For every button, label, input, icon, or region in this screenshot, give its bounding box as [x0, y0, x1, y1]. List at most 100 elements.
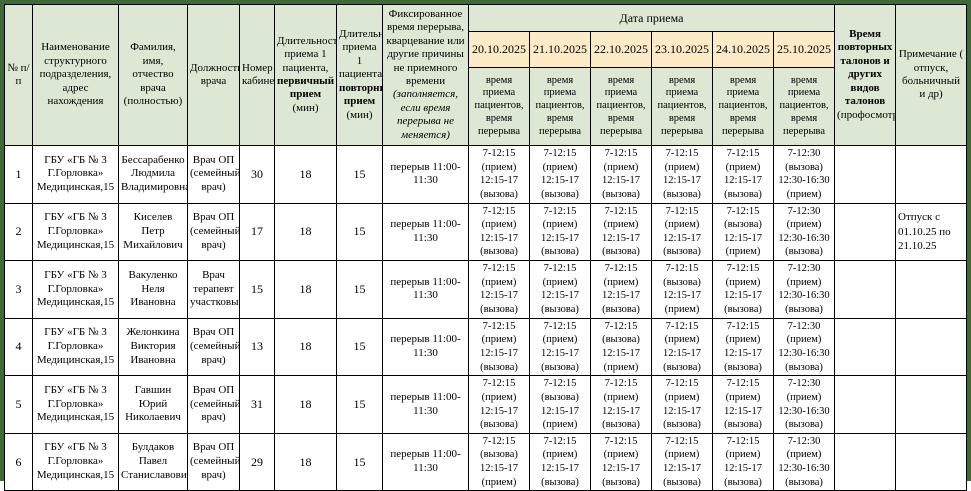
- table-header: № п/п Наименование структурного подразде…: [4, 4, 967, 146]
- schedule-cell-1: 7-12:15 (вызова) 12:15-17 (прием): [529, 375, 591, 434]
- schedule-cell-4: 7-12:15 (прием) 12:15-17 (вызова): [712, 145, 774, 204]
- schedule-cell-4: 7-12:15 (прием) 12:15-17 (вызова): [712, 432, 774, 491]
- doctor-name-cell: Желонкина Виктория Ивановна: [118, 317, 188, 377]
- row-number: 2: [4, 202, 33, 262]
- col-header-doctor: Фамилия, имя, отчество врача (полностью): [118, 4, 188, 146]
- table-row: 1 ГБУ «ГБ № 3 Г.Горловка» Медицинская,15…: [4, 145, 967, 204]
- row-number: 4: [4, 317, 33, 377]
- col-header-note: Примечание ( отпуск, больничный и др): [895, 4, 967, 146]
- header-row-top: № п/п Наименование структурного подразде…: [4, 4, 967, 146]
- primary-duration-unit: (мин): [292, 101, 319, 114]
- schedule-cell-0: 7-12:15 (прием) 12:15-17 (вызова): [468, 260, 530, 319]
- schedule-cell-0: 7-12:15 (прием) 12:15-17 (вызова): [468, 202, 530, 262]
- department-cell: ГБУ «ГБ № 3 Г.Горловка» Медицинская,15: [32, 202, 119, 262]
- table-row: 3 ГБУ «ГБ № 3 Г.Горловка» Медицинская,15…: [4, 260, 967, 319]
- schedule-cell-1: 7-12:15 (прием) 12:15-17 (вызова): [529, 260, 591, 319]
- note-cell: [895, 432, 967, 491]
- cabinet-cell: 30: [239, 145, 275, 204]
- repeat-duration-cell: 15: [336, 375, 383, 434]
- date-subheader-2: время приема пациентов, время перерыва: [590, 67, 652, 146]
- header-row-dates: 20.10.2025 21.10.2025 22.10.2025 23.10.2…: [5, 31, 967, 68]
- schedule-cell-2: 7-12:15 (прием) 12:15-17 (вызова): [590, 260, 652, 319]
- row-number: 6: [4, 432, 33, 491]
- schedule-cell-3: 7-12:15 (вызова) 12:15-17 (прием): [651, 260, 713, 319]
- talons-cell: [834, 202, 897, 262]
- position-cell: Врач ОП (семейный врач): [187, 202, 240, 262]
- primary-duration-cell: 18: [274, 317, 337, 377]
- schedule-cell-5: 7-12:30 (прием) 12:30-16:30 (вызова): [772, 260, 836, 319]
- schedule-cell-5: 7-12:30 (прием) 12:30-16:30 (вызова): [772, 432, 836, 491]
- note-cell: [895, 260, 967, 319]
- schedule-cell-1: 7-12:15 (прием) 12:15-17 (вызова): [529, 432, 591, 491]
- department-cell: ГБУ «ГБ № 3 Г.Горловка» Медицинская,15: [32, 145, 119, 204]
- schedule-cell-0: 7-12:15 (прием) 12:15-17 (вызова): [468, 145, 530, 204]
- row-number: 5: [4, 375, 33, 434]
- repeat-duration-bold: повторный прием: [339, 81, 382, 108]
- position-cell: Врач ОП (семейный врач): [187, 145, 240, 204]
- department-cell: ГБУ «ГБ № 3 Г.Горловка» Медицинская,15: [32, 260, 119, 319]
- date-header-5: 25.10.2025: [772, 31, 836, 68]
- schedule-cell-2: 7-12:15 (вызова) 12:15-17 (прием): [590, 317, 652, 377]
- schedule-cell-4: 7-12:15 (прием) 12:15-17 (вызова): [712, 317, 774, 377]
- repeat-duration-text: Длительность приема 1 пациента,: [339, 28, 383, 81]
- dates-group-header: Дата приема: [467, 4, 836, 32]
- schedule-cell-0: 7-12:15 (вызова) 12:15-17 (прием): [468, 432, 530, 491]
- table-body: 1 ГБУ «ГБ № 3 Г.Горловка» Медицинская,15…: [4, 145, 967, 491]
- schedule-cell-4: 7-12:15 (прием) 12:15-17 (вызова): [712, 375, 774, 434]
- table-row: 5 ГБУ «ГБ № 3 Г.Горловка» Медицинская,15…: [4, 375, 967, 434]
- cabinet-cell: 31: [239, 375, 275, 434]
- table-row: 2 ГБУ «ГБ № 3 Г.Горловка» Медицинская,15…: [4, 202, 967, 262]
- note-cell: [895, 375, 967, 434]
- doctor-name-cell: Вакуленко Неля Ивановна: [118, 260, 188, 319]
- schedule-cell-5: 7-12:30 (прием) 12:30-16:30 (вызова): [772, 202, 836, 262]
- primary-duration-bold: первичный прием: [277, 75, 335, 101]
- primary-duration-cell: 18: [274, 432, 337, 491]
- schedule-cell-4: 7-12:15 (прием) 12:15-17 (вызова): [712, 260, 774, 319]
- primary-duration-cell: 18: [274, 145, 337, 204]
- fixed-break-text: Фиксированное время перерыва, кварцевани…: [386, 7, 465, 87]
- schedule-cell-5: 7-12:30 (прием) 12:30-16:30 (вызова): [772, 317, 836, 377]
- col-header-repeat-duration: Длительность приема 1 пациента, повторны…: [336, 4, 383, 146]
- col-header-fixed-break: Фиксированное время перерыва, кварцевани…: [382, 4, 469, 146]
- note-cell: [895, 317, 967, 377]
- schedule-cell-2: 7-12:15 (прием) 12:15-17 (вызова): [590, 202, 652, 262]
- talons-cell: [834, 432, 897, 491]
- talons-normal-text: (профосмотр…): [837, 108, 895, 121]
- col-header-num: № п/п: [4, 4, 33, 146]
- doctor-name-cell: Бессарабенко Людмила Владимировна: [118, 145, 188, 204]
- cabinet-cell: 15: [239, 260, 275, 319]
- col-header-department: Наименование структурного подразделения,…: [32, 4, 119, 146]
- cabinet-cell: 13: [239, 317, 275, 377]
- fixed-break-note: (заполняется, если время перерыва не мен…: [393, 88, 458, 141]
- schedule-cell-3: 7-12:15 (прием) 12:15-17 (вызова): [651, 145, 713, 204]
- break-time-cell: перерыв 11:00-11:30: [382, 375, 469, 434]
- schedule-cell-3: 7-12:15 (прием) 12:15-17 (вызова): [651, 202, 713, 262]
- cabinet-cell: 17: [239, 202, 275, 262]
- repeat-duration-cell: 15: [336, 432, 383, 491]
- note-cell: [895, 145, 967, 204]
- schedule-cell-0: 7-12:15 (прием) 12:15-17 (вызова): [468, 317, 530, 377]
- doctor-name-cell: Киселев Петр Михайлович: [118, 202, 188, 262]
- position-cell: Врач терапевт участковый: [187, 260, 240, 319]
- repeat-duration-cell: 15: [336, 260, 383, 319]
- talons-cell: [834, 145, 897, 204]
- schedule-cell-3: 7-12:15 (прием) 12:15-17 (вызова): [651, 432, 713, 491]
- schedule-cell-5: 7-12:30 (вызова) 12:30-16:30 (прием): [772, 145, 836, 204]
- row-number: 1: [4, 145, 33, 204]
- date-subheader-0: время приема пациентов, время перерыва: [468, 67, 530, 146]
- date-header-1: 21.10.2025: [529, 31, 591, 68]
- date-header-2: 22.10.2025: [590, 31, 652, 68]
- date-subheader-3: время приема пациентов, время перерыва: [651, 67, 713, 146]
- schedule-cell-1: 7-12:15 (прием) 12:15-17 (вызова): [529, 317, 591, 377]
- note-cell: Отпуск с 01.10.25 по 21.10.25: [895, 202, 967, 262]
- talons-bold-text: Время повторных талонов и других видов т…: [837, 28, 893, 108]
- repeat-duration-unit: (мин): [346, 108, 373, 121]
- position-cell: Врач ОП (семейный врач): [187, 375, 240, 434]
- position-cell: Врач ОП (семейный врач): [187, 432, 240, 491]
- primary-duration-cell: 18: [274, 375, 337, 434]
- col-header-talons: Время повторных талонов и других видов т…: [834, 4, 897, 146]
- date-subheader-1: время приема пациентов, время перерыва: [529, 67, 591, 146]
- talons-cell: [834, 260, 897, 319]
- date-header-3: 23.10.2025: [651, 31, 713, 68]
